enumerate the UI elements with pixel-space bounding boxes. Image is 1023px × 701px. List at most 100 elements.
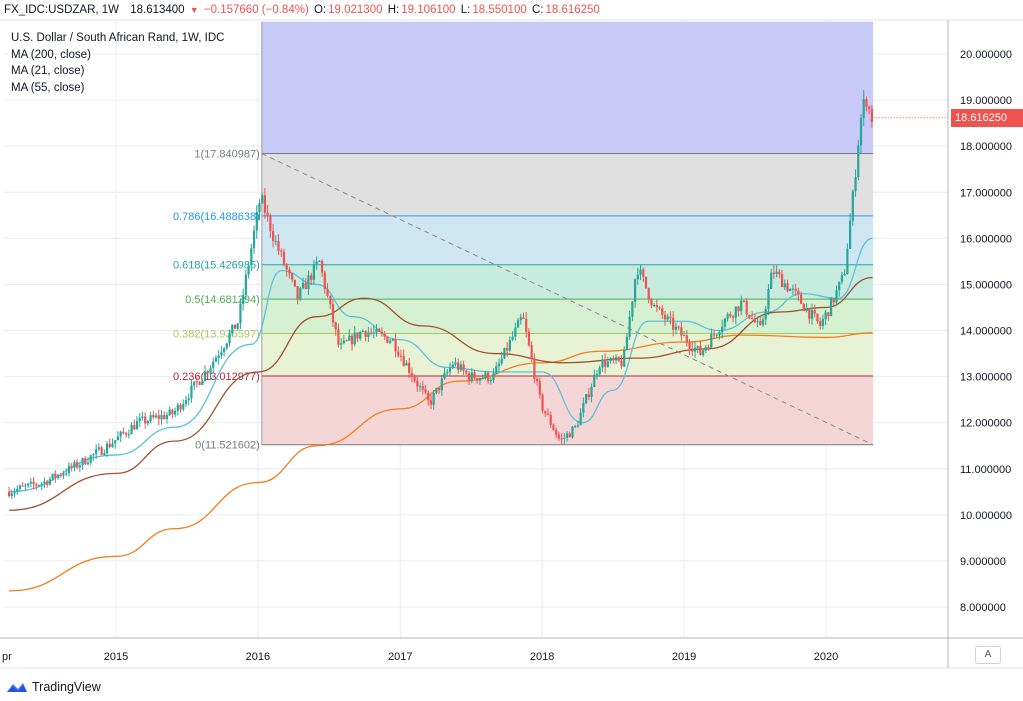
y-tick-label: 17.000000 [960, 187, 1012, 199]
candle-body [13, 491, 16, 494]
candle-body [609, 358, 612, 362]
candle-body [195, 381, 198, 383]
candle-body [563, 437, 566, 439]
tradingview-branding[interactable]: TradingView [6, 678, 101, 696]
candle-body [334, 322, 337, 330]
candle-body [244, 274, 247, 295]
candle-body [628, 316, 631, 337]
candle-body [748, 314, 751, 319]
candle-body [851, 191, 854, 221]
candle-body [849, 220, 852, 249]
candle-body [299, 288, 302, 300]
candle-body [174, 410, 177, 415]
candle-body [789, 288, 792, 291]
high-label: H: [387, 4, 400, 16]
candle-body [791, 288, 795, 290]
candle-body [165, 415, 169, 420]
candle-body [421, 386, 424, 390]
candle-body [114, 440, 117, 444]
candle-body [549, 414, 552, 426]
last-price-tag: 18.616250 [951, 108, 1023, 127]
candle-body [285, 264, 288, 270]
candle-body [729, 314, 732, 317]
auto-scale-button[interactable]: A [975, 646, 1001, 664]
fib-trend-line [261, 153, 874, 446]
candle-body [413, 376, 416, 381]
candle-body [457, 362, 460, 371]
candle-body [617, 357, 620, 361]
candle-body [70, 465, 73, 468]
candle-body [770, 272, 773, 290]
candle-body [247, 265, 250, 275]
candle-body [723, 318, 727, 327]
candle-body [819, 321, 822, 326]
candle-body [590, 386, 593, 398]
candle-body [775, 271, 778, 275]
candle-body [484, 372, 487, 378]
candle-body [800, 294, 803, 304]
candle-body [555, 430, 558, 435]
candle-body [440, 378, 443, 391]
fib-zone [261, 299, 874, 334]
candle-body [467, 373, 471, 381]
candle-body [54, 473, 57, 478]
candle-body [682, 335, 686, 337]
candle-body [375, 329, 378, 333]
candle-body [462, 364, 465, 371]
candle-body [772, 272, 775, 275]
candle-body [794, 288, 797, 291]
candle-body [582, 403, 585, 413]
candle-body [751, 318, 754, 320]
candle-body [816, 313, 819, 322]
candle-body [865, 98, 868, 107]
legend-ma21[interactable]: MA (21, close) [11, 65, 85, 77]
branding-label: TradingView [32, 680, 101, 694]
candle-body [405, 362, 408, 366]
candle-body [271, 231, 275, 241]
candle-body [37, 485, 41, 487]
candle-body [59, 474, 62, 476]
candle-body [481, 377, 484, 379]
candle-body [704, 347, 707, 351]
candle-body [214, 357, 218, 362]
candle-body [383, 333, 386, 337]
candle-body [326, 289, 329, 296]
candle-body [525, 318, 528, 332]
candle-body [198, 381, 201, 385]
ma200-line [9, 332, 873, 592]
candle-body [201, 380, 204, 385]
legend-title[interactable]: U.S. Dollar / South African Rand, 1W, ID… [11, 32, 225, 44]
candle-body [329, 295, 332, 305]
candle-body [408, 362, 411, 374]
candle-body [435, 387, 438, 393]
legend-ma200[interactable]: MA (200, close) [11, 48, 91, 61]
legend-ma55[interactable]: MA (55, close) [11, 81, 85, 94]
candle-body [699, 346, 702, 355]
symbol-label[interactable]: FX_IDC:USDZAR, 1W [4, 4, 120, 16]
candle-body [639, 269, 642, 275]
candle-body [786, 283, 789, 291]
candle-body [859, 117, 863, 146]
candle-body [397, 351, 400, 356]
candle-body [838, 281, 841, 291]
candle-body [731, 316, 735, 318]
candle-body [337, 329, 340, 345]
candle-body [516, 320, 520, 328]
candle-body [293, 279, 296, 287]
fibonacci-retracement[interactable]: 1(17.840987) 0.786(16.488638) 0.618(15.426… [173, 21, 874, 452]
candle-body [46, 481, 49, 485]
candle-body [35, 484, 38, 486]
candle-body [24, 485, 27, 487]
candle-body [584, 394, 588, 404]
x-tick-label: 2019 [672, 651, 696, 663]
candle-body [650, 299, 653, 306]
candle-body [500, 358, 503, 364]
candle-body [688, 342, 691, 349]
candle-body [424, 389, 427, 393]
candle-body [565, 433, 569, 438]
y-tick-label: 14.000000 [960, 326, 1012, 338]
candle-body [854, 177, 857, 192]
candle-body [184, 400, 188, 404]
x-tick-label: 2015 [104, 651, 128, 663]
